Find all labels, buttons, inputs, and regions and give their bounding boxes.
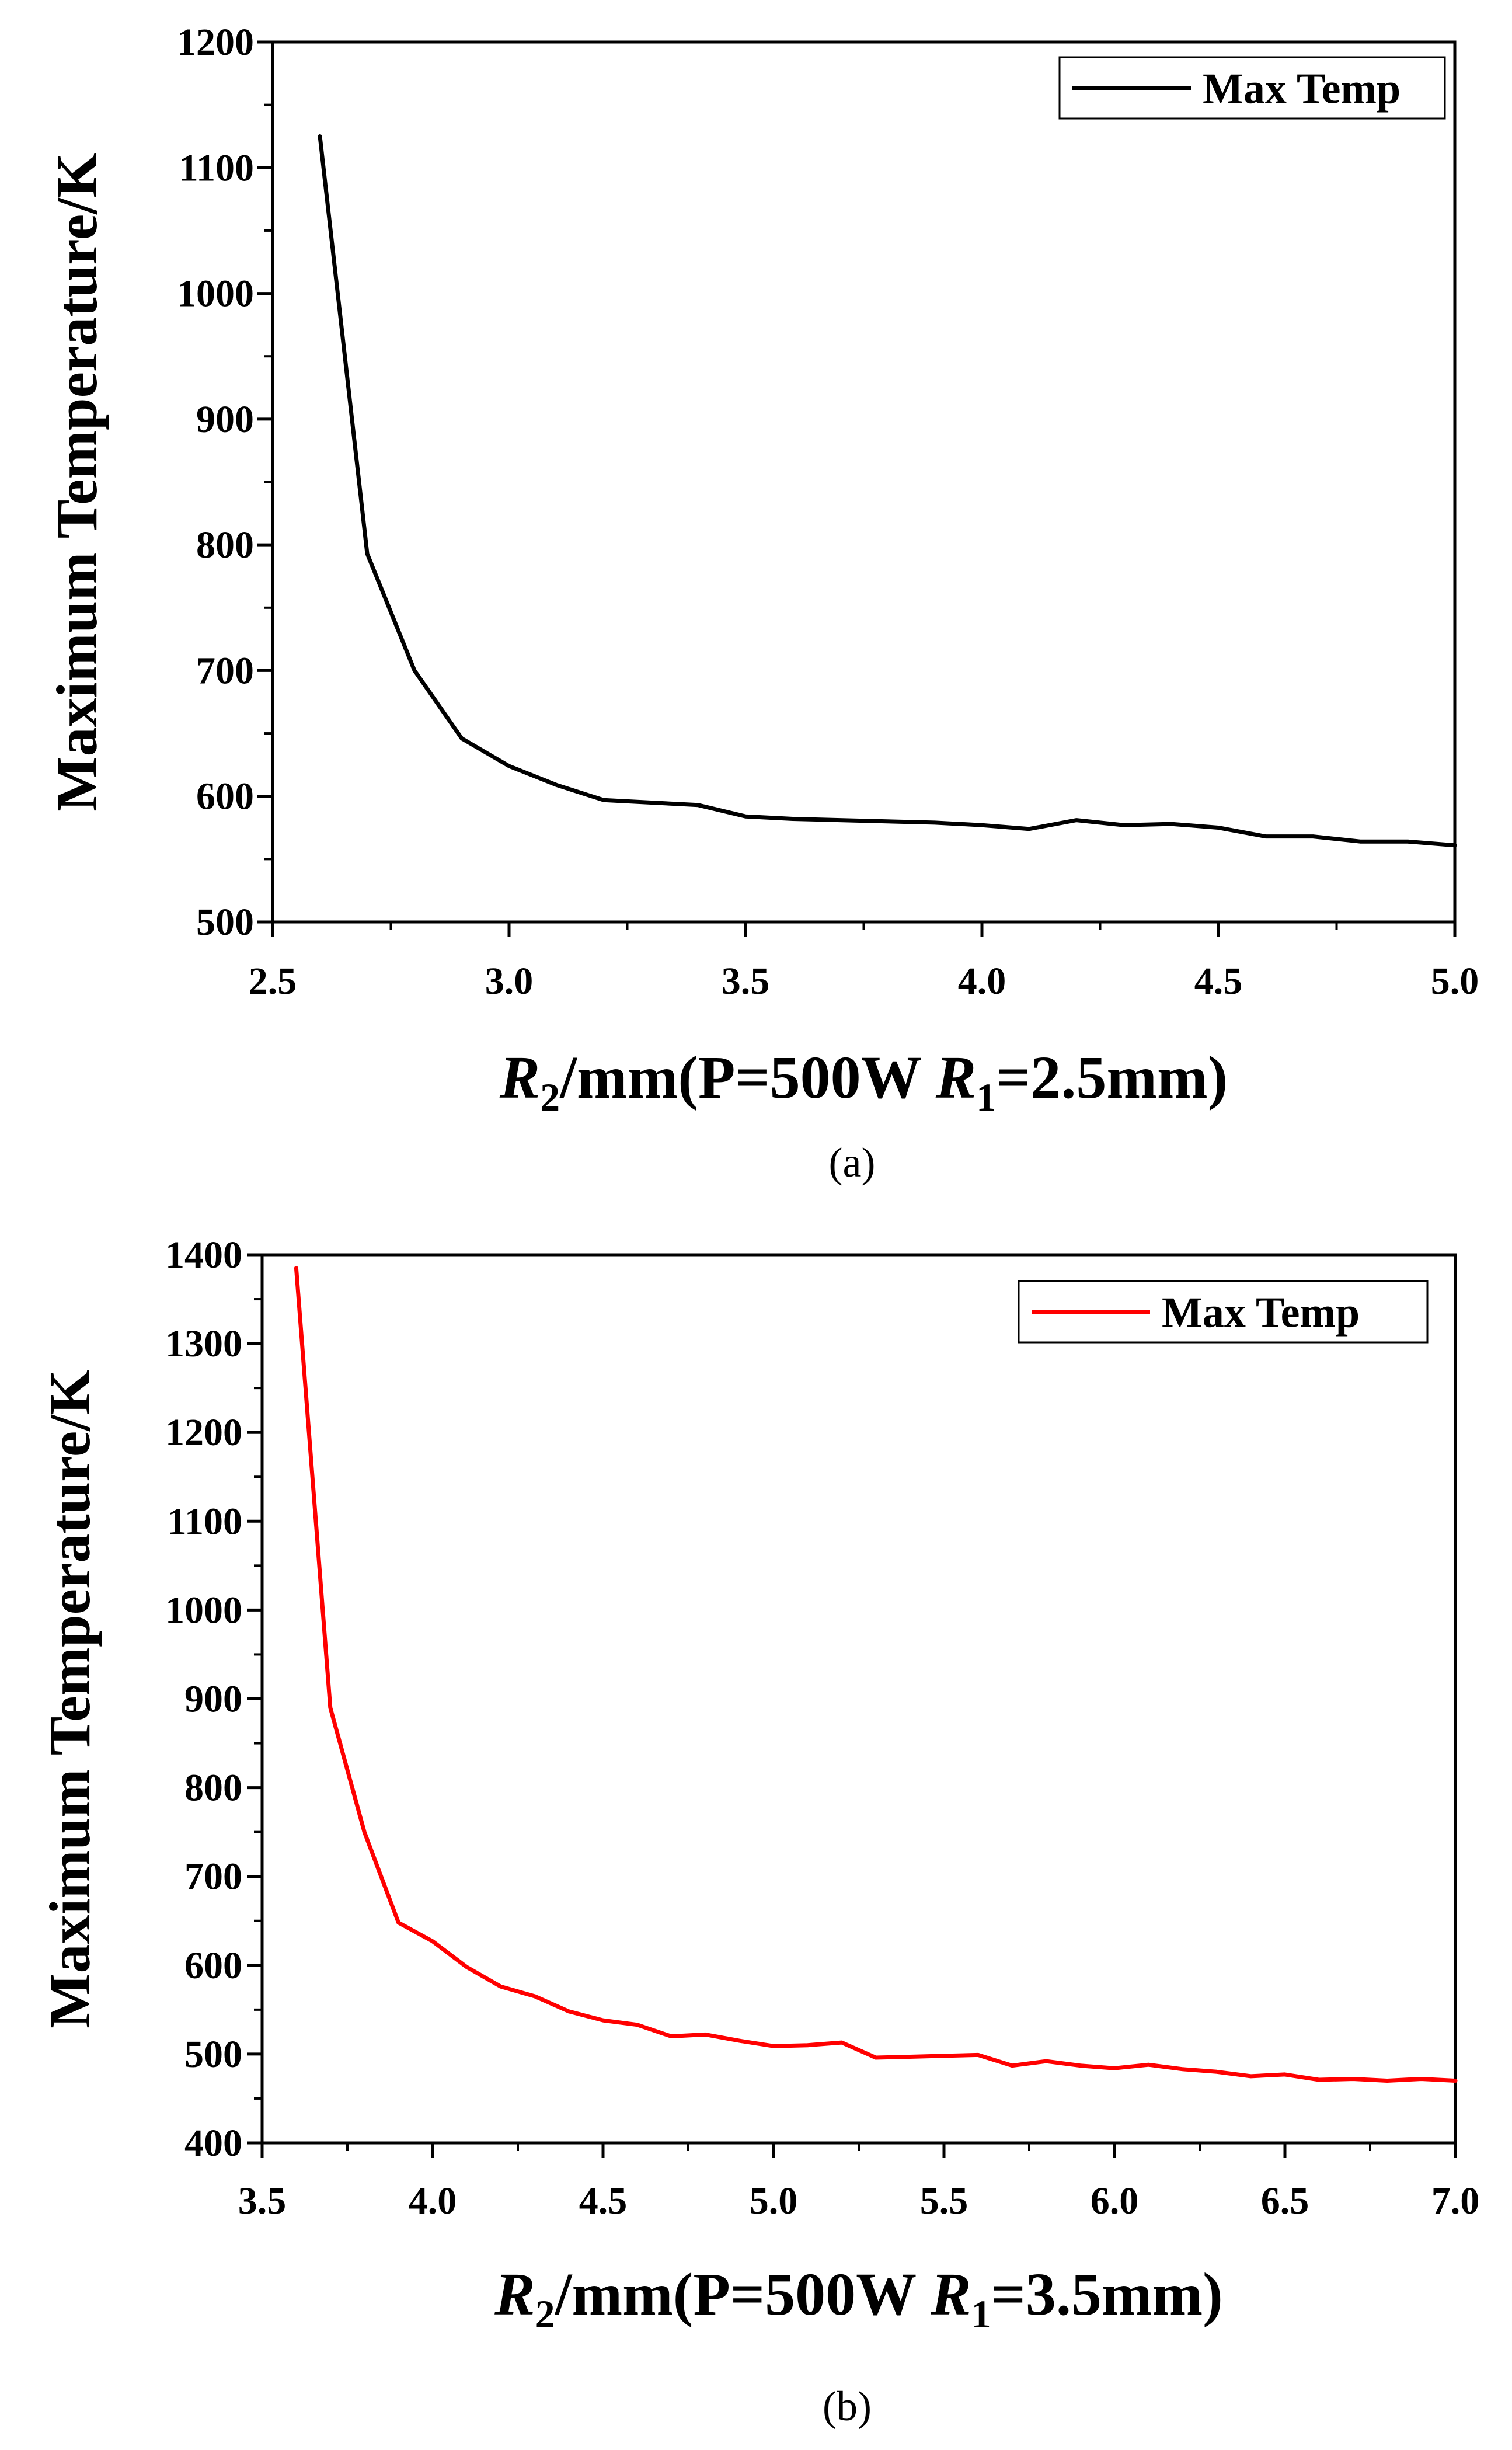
y-tick-label: 1100	[168, 1500, 242, 1543]
series-line	[318, 134, 1457, 848]
x-axis-title: R2/mm(P=500W R1=2.5mm)	[499, 1044, 1228, 1119]
x-tick-label: 6.0	[1091, 2180, 1139, 2222]
legend: Max Temp	[1058, 56, 1446, 120]
y-tick-label: 1200	[177, 21, 254, 64]
y-tick-label: 500	[196, 901, 254, 944]
x-tick-label: 4.0	[409, 2180, 457, 2222]
y-tick-label: 700	[196, 649, 254, 692]
x-tick-label: 4.5	[579, 2180, 628, 2222]
y-tick-label: 800	[196, 524, 254, 566]
y-tick-label: 1200	[165, 1411, 242, 1454]
x-tick-label: 4.5	[1194, 960, 1243, 1003]
y-tick-label: 1400	[165, 1234, 242, 1276]
y-axis-title: Maximum Temperature/K	[44, 152, 109, 812]
chart-panel-a: 2.5 3.0 3.5 4.0 4.5 5.0 500 600 700 800 900 1000 110…	[44, 21, 1479, 1186]
y-tick-label: 1300	[165, 1323, 242, 1365]
x-axis-title: R2/mm(P=500W R1=3.5mm)	[494, 2261, 1223, 2336]
x-tick-label: 2.5	[249, 960, 297, 1003]
x-tick-label: 5.5	[920, 2180, 968, 2222]
legend: Max Temp	[1018, 1280, 1429, 1344]
y-tick-label: 1000	[165, 1589, 242, 1631]
y-tick-label: 400	[184, 2122, 242, 2164]
y-tick-label: 700	[184, 1856, 242, 1898]
x-tick-label: 3.0	[485, 960, 534, 1003]
x-tick-label: 5.0	[750, 2180, 798, 2222]
plot-frame	[271, 40, 1457, 924]
y-tick-label: 800	[184, 1767, 242, 1809]
y-tick-label: 600	[196, 775, 254, 818]
y-tick-label: 600	[184, 1944, 242, 1987]
x-tick-label: 5.0	[1431, 960, 1479, 1003]
x-tick-label: 3.5	[238, 2180, 287, 2222]
panel-label: (b)	[823, 2383, 872, 2430]
y-tick-label: 1100	[179, 147, 254, 189]
y-tick-label: 500	[184, 2033, 242, 2076]
y-axis-title: Maximum Temperature/K	[37, 1369, 102, 2028]
legend-label: Max Temp	[1162, 1289, 1360, 1337]
y-tick-label: 900	[184, 1678, 242, 1721]
y-tick-label: 900	[196, 398, 254, 441]
x-tick-label: 7.0	[1431, 2180, 1480, 2222]
panel-label: (a)	[829, 1139, 876, 1186]
chart-panel-b: 3.5 4.0 4.5 5.0 5.5 6.0 6.5 7.0 400 500 600 700 800 9…	[37, 1234, 1479, 2430]
series-line	[294, 1266, 1458, 2083]
x-tick-label: 3.5	[722, 960, 770, 1003]
x-tick-label: 6.5	[1261, 2180, 1309, 2222]
x-tick-label: 4.0	[958, 960, 1006, 1003]
legend-label: Max Temp	[1203, 65, 1400, 113]
plot-frame	[260, 1253, 1457, 2145]
y-tick-label: 1000	[177, 273, 254, 315]
